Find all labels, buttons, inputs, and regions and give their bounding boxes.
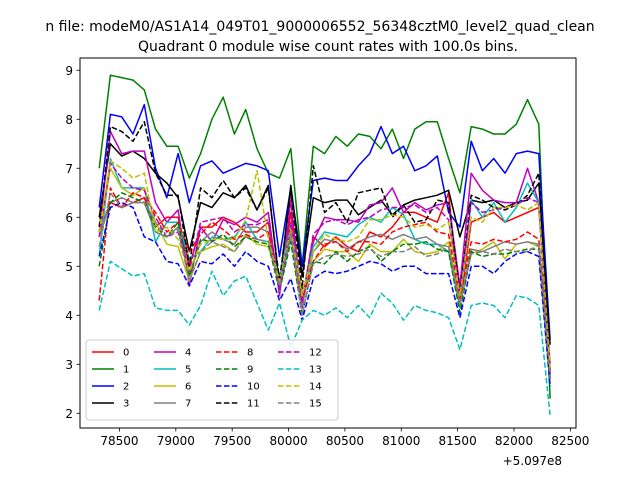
legend-label-8: 8 bbox=[247, 348, 253, 359]
y-tick-label: 2 bbox=[65, 407, 73, 421]
legend-label-11: 11 bbox=[247, 399, 260, 410]
x-tick-label: 80500 bbox=[326, 434, 364, 448]
x-tick-label: 82500 bbox=[551, 434, 589, 448]
x-tick-label: 78500 bbox=[100, 434, 138, 448]
y-tick-label: 7 bbox=[65, 162, 73, 176]
legend-label-4: 4 bbox=[185, 348, 191, 359]
legend-label-7: 7 bbox=[185, 399, 191, 410]
y-tick-label: 9 bbox=[65, 64, 73, 78]
x-axis-offset-label: +5.097e8 bbox=[503, 454, 562, 468]
legend-label-5: 5 bbox=[185, 365, 191, 376]
x-tick-label: 80000 bbox=[269, 434, 307, 448]
series-line-3 bbox=[98, 143, 551, 345]
legend-label-6: 6 bbox=[185, 382, 191, 393]
legend-label-13: 13 bbox=[309, 365, 322, 376]
axes-frame bbox=[79, 57, 577, 429]
figure-suptitle: n file: modeM0/AS1A14_049T01_9000006552_… bbox=[45, 19, 594, 35]
series-line-7 bbox=[98, 196, 551, 370]
legend-label-2: 2 bbox=[123, 382, 129, 393]
series-layer bbox=[98, 74, 551, 416]
legend-label-0: 0 bbox=[123, 348, 129, 359]
series-line-4 bbox=[98, 130, 551, 380]
series-line-1 bbox=[98, 74, 551, 399]
series-line-0 bbox=[98, 192, 551, 365]
legend-label-1: 1 bbox=[123, 365, 129, 376]
x-tick-label: 81000 bbox=[382, 434, 420, 448]
legend-label-14: 14 bbox=[309, 382, 322, 393]
y-axis: 2 3 4 5 6 7 8 9 bbox=[65, 64, 80, 421]
y-tick-label: 8 bbox=[65, 113, 73, 127]
legend-box bbox=[85, 339, 339, 421]
y-tick-label: 5 bbox=[65, 260, 73, 274]
x-tick-label: 79000 bbox=[157, 434, 195, 448]
series-line-6 bbox=[98, 167, 551, 375]
chart-title: Quadrant 0 module wise count rates with … bbox=[138, 39, 518, 55]
legend-label-10: 10 bbox=[247, 382, 260, 393]
y-tick-label: 4 bbox=[65, 309, 73, 323]
y-tick-label: 3 bbox=[65, 358, 73, 372]
series-line-15 bbox=[98, 192, 551, 380]
series-line-13 bbox=[98, 260, 551, 416]
legend-label-12: 12 bbox=[309, 348, 322, 359]
series-line-5 bbox=[98, 157, 551, 372]
legend-label-3: 3 bbox=[123, 399, 129, 410]
legend-label-15: 15 bbox=[309, 399, 322, 410]
x-tick-label: 79500 bbox=[213, 434, 251, 448]
series-line-8 bbox=[98, 187, 551, 370]
series-line-10 bbox=[98, 201, 551, 387]
legend-label-9: 9 bbox=[247, 365, 253, 376]
series-line-14 bbox=[98, 160, 551, 370]
series-line-11 bbox=[98, 120, 551, 380]
x-tick-label: 81500 bbox=[439, 434, 477, 448]
x-tick-label: 82000 bbox=[495, 434, 533, 448]
series-line-2 bbox=[98, 103, 551, 340]
series-line-9 bbox=[98, 192, 551, 384]
x-axis: 78500 79000 79500 80000 80500 81000 81500 82000… bbox=[100, 428, 589, 448]
y-tick-label: 6 bbox=[65, 211, 73, 225]
